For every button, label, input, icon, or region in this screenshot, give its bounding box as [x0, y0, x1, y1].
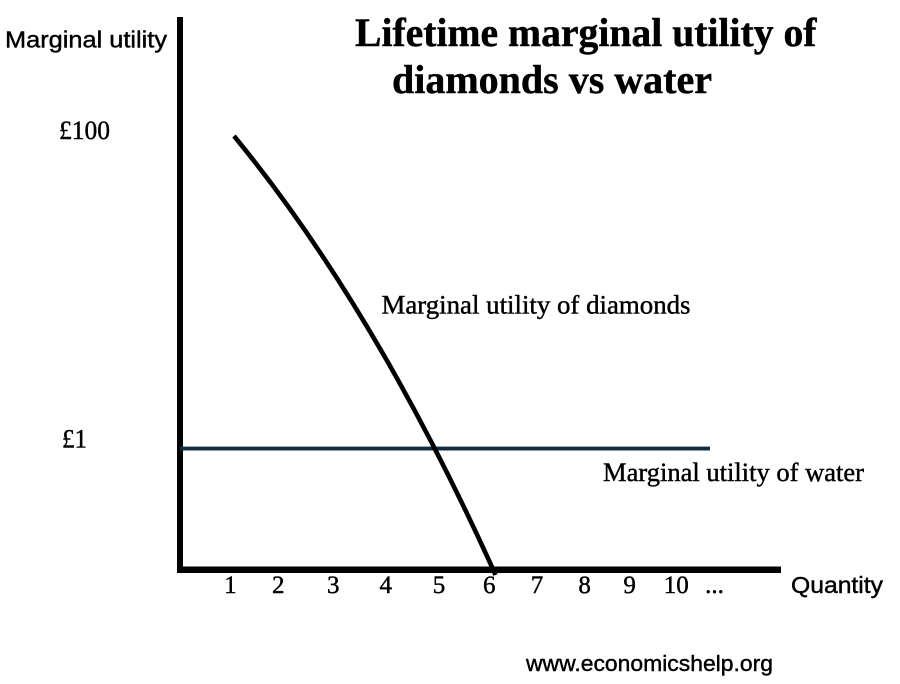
svg-text:diamonds vs water: diamonds vs water	[392, 57, 712, 102]
svg-text:10: 10	[664, 572, 689, 599]
svg-text:£100: £100	[59, 116, 110, 145]
svg-text:1: 1	[224, 572, 237, 599]
svg-text:Lifetime marginal utility of: Lifetime marginal utility of	[355, 10, 817, 55]
svg-text:www.economicshelp.org: www.economicshelp.org	[525, 651, 773, 676]
svg-text:6: 6	[483, 572, 496, 599]
svg-text:Quantity: Quantity	[791, 572, 884, 598]
svg-text:Marginal utility of diamonds: Marginal utility of diamonds	[382, 291, 691, 320]
svg-text:£1: £1	[62, 425, 87, 454]
svg-text:8: 8	[578, 572, 591, 599]
svg-text:4: 4	[380, 572, 393, 599]
svg-text:3: 3	[327, 572, 340, 599]
svg-text:9: 9	[623, 572, 636, 599]
svg-text:Marginal utility of water: Marginal utility of water	[603, 458, 864, 487]
svg-text:...: ...	[705, 572, 724, 599]
svg-text:Marginal utility: Marginal utility	[5, 27, 168, 53]
svg-text:5: 5	[433, 572, 446, 599]
svg-text:7: 7	[531, 572, 544, 599]
svg-text:2: 2	[272, 572, 285, 599]
